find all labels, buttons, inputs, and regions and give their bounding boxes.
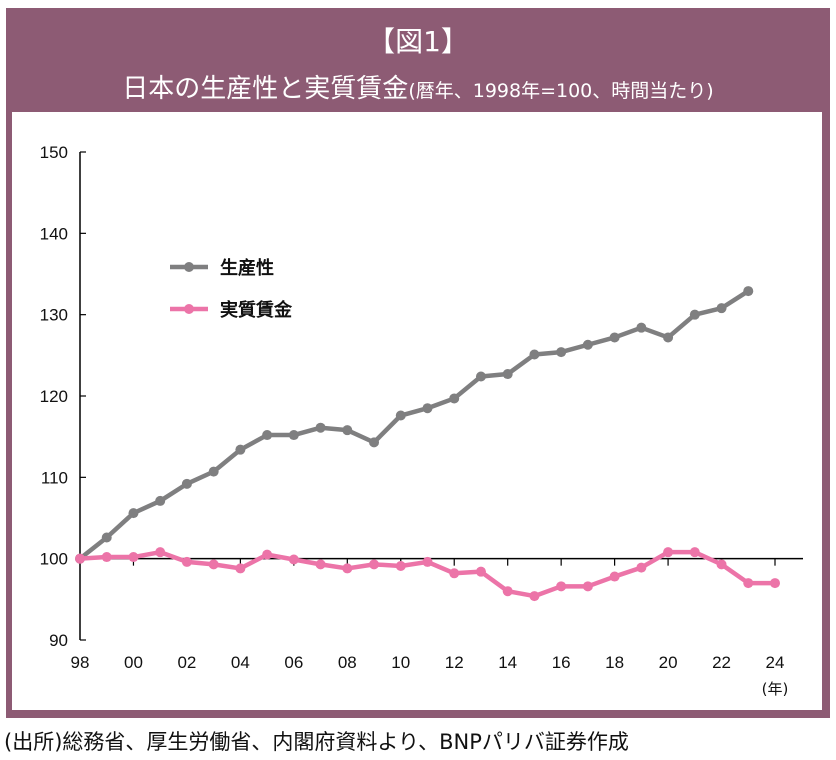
data-point xyxy=(208,466,219,477)
x-tick-label: 08 xyxy=(338,653,357,672)
data-point xyxy=(475,371,486,382)
y-tick-label: 140 xyxy=(40,224,68,243)
legend-label-0: 生産性 xyxy=(220,257,274,279)
data-point xyxy=(582,581,593,592)
chart-title: 日本の生産性と実質賃金(暦年、1998年=100、時間当たり) xyxy=(6,68,830,105)
x-tick-label: 14 xyxy=(498,653,517,672)
data-point xyxy=(556,581,567,592)
data-point xyxy=(395,560,406,571)
data-point xyxy=(208,559,219,570)
x-tick-label: 24 xyxy=(766,653,785,672)
x-tick-label: 06 xyxy=(284,653,303,672)
title-main: 日本の生産性と実質賃金 xyxy=(122,74,409,104)
x-tick-label: 16 xyxy=(552,653,571,672)
data-point xyxy=(663,547,674,558)
x-axis-label: (年) xyxy=(762,680,789,698)
data-point xyxy=(235,444,246,455)
data-point xyxy=(369,437,380,448)
data-point xyxy=(502,369,513,380)
data-point xyxy=(475,566,486,577)
data-point xyxy=(689,309,700,320)
series-line-0 xyxy=(78,289,750,561)
data-point xyxy=(716,303,727,314)
data-point xyxy=(262,430,273,441)
data-point xyxy=(288,430,299,441)
figure-label: 【図1】 xyxy=(367,25,469,58)
data-point xyxy=(743,286,754,297)
data-point xyxy=(636,322,647,333)
x-tick-label: 10 xyxy=(391,653,410,672)
x-tick-label: 00 xyxy=(124,653,143,672)
y-tick-label: 90 xyxy=(49,631,68,650)
data-point xyxy=(128,552,139,563)
data-point xyxy=(449,568,460,579)
title-subtitle: (暦年、1998年=100、時間当たり) xyxy=(408,80,714,102)
data-point xyxy=(502,586,513,597)
data-point xyxy=(181,478,192,489)
data-point xyxy=(75,553,85,564)
data-point xyxy=(101,532,112,543)
data-point xyxy=(449,393,460,404)
data-point xyxy=(155,495,166,506)
data-point xyxy=(609,332,620,343)
x-tick-label: 22 xyxy=(712,653,731,672)
x-tick-label: 12 xyxy=(445,653,464,672)
data-point xyxy=(582,339,593,350)
y-tick-label: 100 xyxy=(40,550,68,569)
y-tick-label: 110 xyxy=(41,468,68,487)
x-tick-label: 02 xyxy=(177,653,196,672)
data-point xyxy=(155,547,166,558)
legend-marker-1 xyxy=(184,304,194,314)
data-point xyxy=(235,563,246,574)
data-point xyxy=(663,332,674,343)
data-point xyxy=(422,403,433,414)
data-point xyxy=(609,571,620,582)
line-chart: 90 100 110 120 130 140 150 98 00 02 04 06 08 10 12 14 16… xyxy=(40,143,803,698)
data-point xyxy=(315,559,326,570)
source-note: (出所)総務省、厚生労働省、内閣府資料より、BNPパリバ証券作成 xyxy=(4,730,629,754)
x-tick-label: 18 xyxy=(605,653,624,672)
data-point xyxy=(342,563,353,574)
data-point xyxy=(101,552,112,563)
y-tick-label: 130 xyxy=(40,306,68,325)
data-point xyxy=(288,554,299,565)
data-point xyxy=(529,591,540,602)
x-tick-label: 04 xyxy=(231,653,250,672)
data-point xyxy=(369,559,380,570)
data-point xyxy=(716,559,727,570)
legend-label-1: 実質賃金 xyxy=(220,299,293,321)
data-point xyxy=(128,508,139,519)
data-point xyxy=(770,578,780,589)
data-point xyxy=(262,549,273,560)
x-tick-label: 20 xyxy=(659,653,678,672)
data-point xyxy=(689,547,700,558)
x-tick-label: 98 xyxy=(71,653,90,672)
y-tick-label: 150 xyxy=(40,143,68,162)
data-point xyxy=(636,562,647,573)
data-point xyxy=(422,556,433,567)
data-point xyxy=(181,556,192,567)
data-point xyxy=(556,347,567,358)
data-point xyxy=(743,578,754,589)
data-point xyxy=(395,410,406,421)
y-tick-label: 120 xyxy=(40,387,68,406)
chart-panel: 90 100 110 120 130 140 150 98 00 02 04 06 08 10 12 14 16… xyxy=(12,112,822,710)
data-point xyxy=(529,349,540,360)
legend-marker-0 xyxy=(184,262,194,272)
data-point xyxy=(342,425,353,436)
data-point xyxy=(315,422,326,433)
